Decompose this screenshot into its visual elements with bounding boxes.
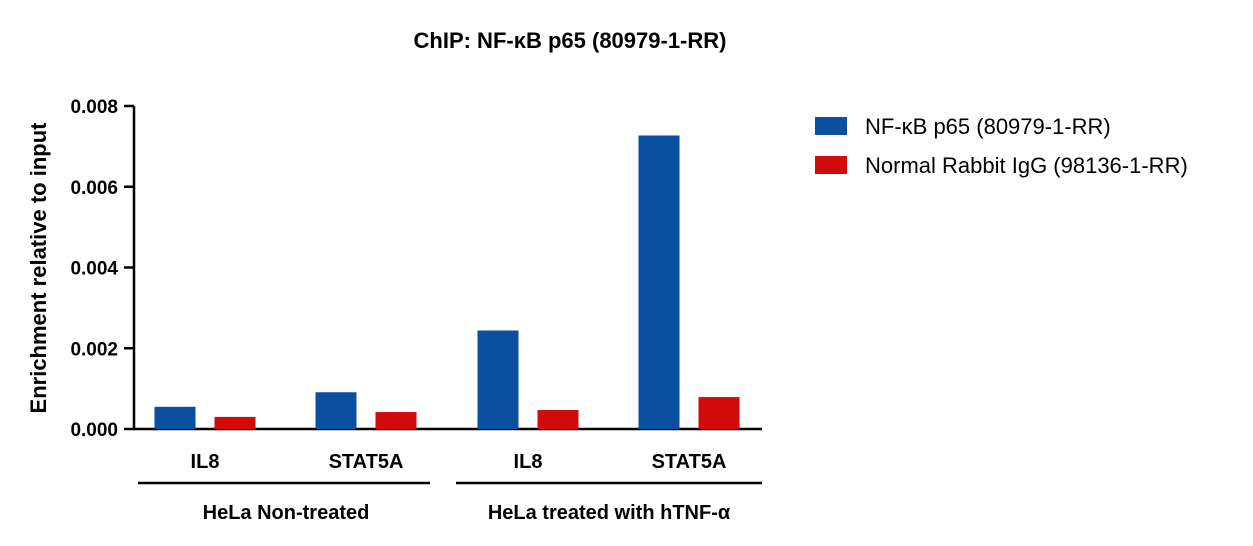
bar-nfkb-p65-1 (315, 392, 357, 429)
y-axis-label: Enrichment relative to input (26, 122, 51, 414)
y-tick-label: 0.004 (70, 259, 118, 280)
x-tick-label: STAT5A (329, 451, 404, 473)
bar-rabbit-igg-0 (214, 416, 256, 429)
group-label: HeLa Non-treated (203, 502, 370, 524)
group-label: HeLa treated with hTNF-α (488, 502, 731, 524)
y-tick-label: 0.002 (70, 339, 118, 360)
legend-label: Normal Rabbit IgG (98136-1-RR) (865, 153, 1188, 178)
bar-rabbit-igg-1 (375, 412, 417, 429)
y-ticks: 0.000 0.002 0.004 0.006 0.008 (70, 97, 134, 441)
bar-nfkb-p65-3 (638, 135, 680, 429)
x-tick-labels: IL8 STAT5A IL8 STAT5A (191, 451, 727, 473)
y-tick-label: 0.006 (70, 178, 118, 199)
bars (154, 135, 740, 429)
bar-nfkb-p65-2 (477, 330, 519, 429)
bar-rabbit-igg-3 (698, 397, 740, 429)
chart-title: ChIP: NF-κB p65 (80979-1-RR) (414, 28, 727, 53)
bar-nfkb-p65-0 (154, 406, 196, 429)
x-tick-label: STAT5A (652, 451, 727, 473)
y-tick-label: 0.000 (70, 420, 118, 441)
group-labels: HeLa Non-treated HeLa treated with hTNF-α (138, 481, 762, 524)
x-tick-label: IL8 (514, 451, 543, 473)
legend-swatch (815, 117, 847, 135)
legend-label: NF-κB p65 (80979-1-RR) (865, 114, 1111, 139)
x-tick-label: IL8 (191, 451, 220, 473)
y-tick-label: 0.008 (70, 97, 118, 118)
legend: NF-κB p65 (80979-1-RR) Normal Rabbit IgG … (815, 114, 1188, 178)
legend-swatch (815, 156, 847, 174)
bar-rabbit-igg-2 (537, 410, 579, 429)
